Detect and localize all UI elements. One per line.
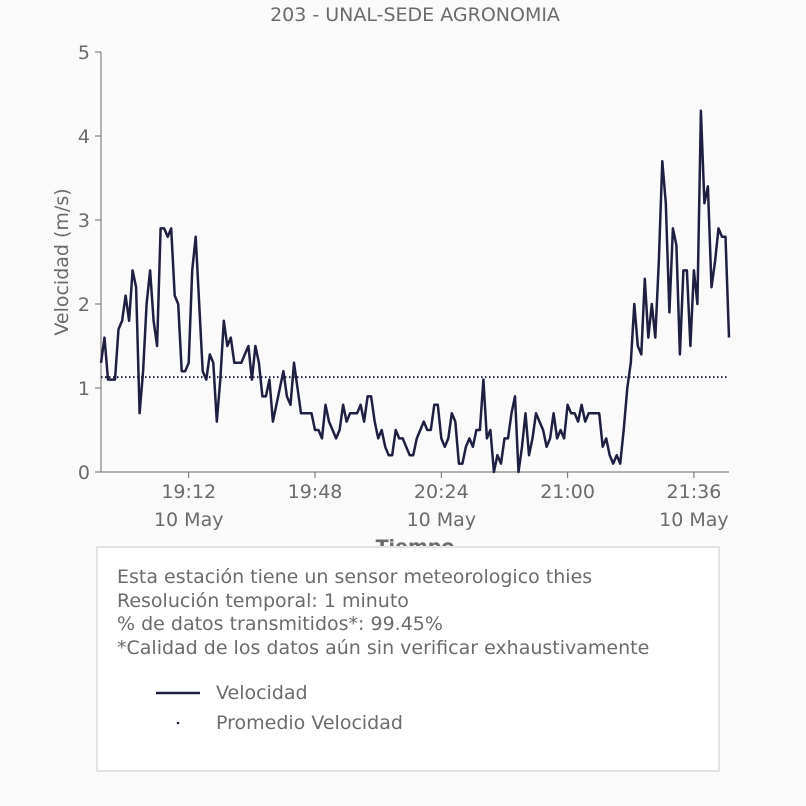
y-tick-label: 2 bbox=[78, 294, 90, 316]
y-tick-label: 4 bbox=[78, 126, 90, 148]
y-tick-label: 3 bbox=[78, 210, 90, 232]
legend-item-promedio: Promedio Velocidad bbox=[156, 711, 403, 735]
x-tick-label: 21:00 bbox=[540, 481, 595, 503]
chart-title: 203 - UNAL-SEDE AGRONOMIA bbox=[270, 4, 560, 26]
y-tick-label: 5 bbox=[78, 42, 90, 64]
y-axis-label: Velocidad (m/s) bbox=[51, 188, 73, 335]
info-line-quality: *Calidad de los datos aún sin verificar … bbox=[117, 636, 650, 659]
info-line-resolution: Resolución temporal: 1 minuto bbox=[117, 589, 409, 612]
legend-label-velocidad: Velocidad bbox=[216, 682, 308, 704]
info-panel: Esta estación tiene un sensor meteorolog… bbox=[96, 546, 720, 772]
dot-marker-swatch-icon bbox=[176, 721, 180, 725]
station-info: Esta estación tiene un sensor meteorolog… bbox=[117, 566, 649, 660]
x-tick-label: 19:48 bbox=[288, 481, 343, 503]
x-tick-date-label: 10 May bbox=[407, 509, 477, 531]
x-tick-date-label: 10 May bbox=[659, 509, 729, 531]
legend-item-velocidad: Velocidad bbox=[156, 681, 308, 705]
info-line-transmitted: % de datos transmitidos*: 99.45% bbox=[117, 613, 443, 635]
x-tick-label: 21:36 bbox=[667, 481, 722, 503]
legend-label-promedio: Promedio Velocidad bbox=[216, 712, 403, 734]
x-tick-label: 19:12 bbox=[161, 481, 216, 503]
velocity-series-line bbox=[99, 109, 731, 474]
info-line-sensor: Esta estación tiene un sensor meteorolog… bbox=[117, 566, 593, 588]
y-tick-label: 1 bbox=[78, 378, 90, 400]
x-tick-label: 20:24 bbox=[414, 481, 469, 503]
y-tick-label: 0 bbox=[78, 462, 90, 484]
velocity-chart: 203 - UNAL-SEDE AGRONOMIA Velocidad (m/s… bbox=[51, 4, 731, 558]
x-tick-date-label: 10 May bbox=[154, 509, 224, 531]
solid-line-swatch-icon bbox=[156, 691, 200, 695]
